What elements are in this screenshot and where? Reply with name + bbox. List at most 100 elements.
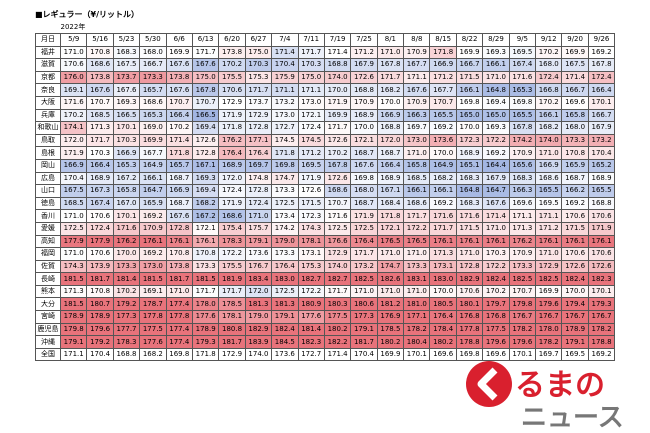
price-cell: 177.4 xyxy=(165,322,193,337)
price-cell: 169.6 xyxy=(508,196,537,211)
price-cell: 173.0 xyxy=(403,133,431,148)
price-cell: 171.0 xyxy=(376,284,405,299)
price-cell: 183.0 xyxy=(271,272,299,286)
price-cell: 170.1 xyxy=(112,121,141,135)
price-cell: 170.0 xyxy=(350,121,378,135)
price-cell: 169.3 xyxy=(482,45,510,60)
price-cell: 166.8 xyxy=(535,83,563,97)
price-cell: 172.1 xyxy=(191,221,220,236)
price-cell: 171.3 xyxy=(59,284,88,299)
price-cell: 168.0 xyxy=(139,45,167,60)
price-cell: 171.9 xyxy=(350,209,378,223)
price-cell: 168.7 xyxy=(350,196,378,211)
price-cell: 165.0 xyxy=(482,108,510,123)
price-cell: 172.5 xyxy=(271,196,299,211)
price-cell: 172.6 xyxy=(323,171,352,186)
price-cell: 173.1 xyxy=(429,259,457,274)
price-cell: 168.4 xyxy=(376,196,405,211)
date-header: 8/1 xyxy=(376,33,405,47)
price-cell: 168.6 xyxy=(535,171,563,186)
price-cell: 172.6 xyxy=(191,133,220,148)
price-cell: 167.6 xyxy=(165,83,193,97)
price-cell: 170.6 xyxy=(455,284,484,299)
price-cell: 178.9 xyxy=(86,310,114,324)
price-cell: 167.6 xyxy=(112,83,141,97)
price-cell: 171.7 xyxy=(429,221,457,236)
price-cell: 175.0 xyxy=(297,70,325,85)
price-cell: 169.1 xyxy=(139,284,167,299)
price-cell: 182.7 xyxy=(323,272,352,286)
price-cell: 174.2 xyxy=(508,133,537,148)
price-cell: 169.5 xyxy=(561,347,589,362)
price-cell: 166.2 xyxy=(561,184,589,198)
price-cell: 169.5 xyxy=(508,45,537,60)
price-cell: 166.3 xyxy=(508,184,537,198)
price-cell: 174.3 xyxy=(297,221,325,236)
data-row: 福井 171.0 170.8 168.3 168.0 169.9 171.7 173.8 175… xyxy=(35,45,616,60)
price-cell: 171.1 xyxy=(403,70,431,85)
price-cell: 167.2 xyxy=(112,171,141,186)
price-cell: 171.7 xyxy=(191,45,220,60)
price-cell: 169.8 xyxy=(508,95,537,110)
price-cell: 177.6 xyxy=(191,310,220,324)
region-name: 沖縄 xyxy=(35,335,61,349)
date-header: 7/11 xyxy=(297,33,325,47)
region-name: 福井 xyxy=(35,45,61,60)
price-cell: 169.5 xyxy=(297,158,325,173)
price-cell: 170.1 xyxy=(587,95,616,110)
price-cell: 176.8 xyxy=(482,310,510,324)
data-row: 広島 170.4 168.9 167.2 166.1 168.7 169.3 172.0 174… xyxy=(35,171,616,186)
price-cell: 171.6 xyxy=(429,209,457,223)
date-header: 5/30 xyxy=(139,33,167,47)
price-cell: 166.1 xyxy=(403,184,431,198)
price-cell: 172.8 xyxy=(455,259,484,274)
price-cell: 173.0 xyxy=(271,108,299,123)
price-cell: 167.7 xyxy=(403,58,431,72)
price-cell: 171.8 xyxy=(218,121,246,135)
price-cell: 168.5 xyxy=(403,171,431,186)
price-cell: 172.4 xyxy=(86,221,114,236)
price-cell: 178.5 xyxy=(218,297,246,312)
price-cell: 176.5 xyxy=(403,234,431,249)
price-cell: 172.5 xyxy=(271,284,299,299)
price-cell: 169.9 xyxy=(139,133,167,148)
price-cell: 167.9 xyxy=(482,171,510,186)
price-cell: 173.7 xyxy=(244,95,273,110)
price-cell: 168.9 xyxy=(455,146,484,160)
price-cell: 172.2 xyxy=(482,133,510,148)
price-cell: 168.3 xyxy=(455,171,484,186)
price-cell: 169.9 xyxy=(165,45,193,60)
price-cell: 171.6 xyxy=(323,209,352,223)
price-cell: 180.9 xyxy=(297,297,325,312)
price-cell: 168.9 xyxy=(587,171,616,186)
price-cell: 166.4 xyxy=(376,158,405,173)
price-cell: 167.6 xyxy=(165,209,193,223)
price-cell: 177.4 xyxy=(165,297,193,312)
price-cell: 169.7 xyxy=(403,121,431,135)
price-cell: 170.0 xyxy=(455,121,484,135)
price-cell: 171.0 xyxy=(535,146,563,160)
date-header: 6/6 xyxy=(165,33,193,47)
price-cell: 172.6 xyxy=(297,184,325,198)
price-cell: 166.9 xyxy=(112,146,141,160)
price-cell: 168.9 xyxy=(376,171,405,186)
price-cell: 179.1 xyxy=(271,310,299,324)
price-cell: 175.5 xyxy=(218,259,246,274)
price-cell: 164.4 xyxy=(482,158,510,173)
data-row: 徳島 168.5 167.4 167.0 165.9 168.7 168.2 171.9 172… xyxy=(35,196,616,211)
price-cell: 178.1 xyxy=(218,310,246,324)
price-cell: 171.0 xyxy=(59,247,88,261)
price-cell: 168.8 xyxy=(587,196,616,211)
price-cell: 176.7 xyxy=(561,310,589,324)
price-cell: 176.5 xyxy=(376,234,405,249)
price-cell: 165.9 xyxy=(561,158,589,173)
price-cell: 170.6 xyxy=(587,209,616,223)
price-cell: 170.3 xyxy=(86,146,114,160)
price-cell: 176.2 xyxy=(508,234,537,249)
price-cell: 170.6 xyxy=(59,58,88,72)
price-cell: 167.7 xyxy=(139,146,167,160)
price-cell: 172.0 xyxy=(218,171,246,186)
price-cell: 169.9 xyxy=(376,347,405,362)
price-cell: 181.5 xyxy=(191,272,220,286)
price-cell: 168.8 xyxy=(112,347,141,362)
